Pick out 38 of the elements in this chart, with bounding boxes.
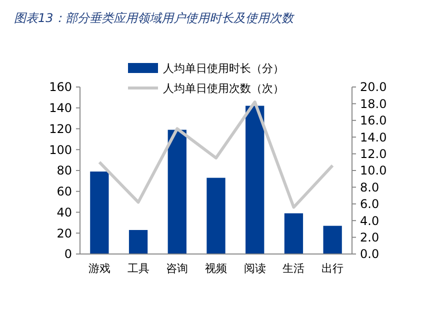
x-tick-label: 咨询 bbox=[166, 262, 188, 275]
y2-tick-label: 0.0 bbox=[360, 247, 380, 262]
y2-tick-label: 14.0 bbox=[360, 130, 387, 144]
x-tick-label: 出行 bbox=[322, 262, 344, 275]
line-series bbox=[98, 100, 334, 209]
y-tick-label: 100 bbox=[49, 142, 72, 157]
y-tick-label: 80 bbox=[56, 164, 72, 178]
y-tick-label: 120 bbox=[49, 122, 72, 136]
legend-label: 人均单日使用时长（分） bbox=[163, 62, 284, 75]
bar bbox=[284, 213, 304, 254]
x-tick-label: 生活 bbox=[282, 262, 305, 275]
legend-label: 人均单日使用次数（次） bbox=[163, 82, 284, 95]
y-tick-label: 20 bbox=[56, 226, 72, 240]
y2-tick-label: 16.0 bbox=[360, 114, 387, 128]
y-tick-label: 40 bbox=[56, 205, 72, 220]
bar bbox=[246, 106, 264, 254]
y-tick-label: 60 bbox=[56, 184, 72, 199]
bar bbox=[206, 178, 226, 254]
bar bbox=[168, 130, 186, 254]
y2-tick-label: 12.0 bbox=[360, 147, 387, 161]
bar bbox=[128, 230, 148, 254]
x-tick-label: 视频 bbox=[205, 262, 227, 275]
bar bbox=[323, 226, 342, 254]
x-tick-label: 游戏 bbox=[88, 262, 110, 275]
y2-tick-label: 20.0 bbox=[360, 80, 387, 94]
chart-title: 图表13：部分垂类应用领域用户使用时长及使用次数 bbox=[14, 11, 296, 25]
y-tick-label: 160 bbox=[49, 80, 72, 94]
y-tick-label: 0 bbox=[64, 247, 72, 262]
y2-tick-label: 18.0 bbox=[360, 96, 387, 111]
x-tick-label: 工具 bbox=[127, 262, 150, 275]
y2-tick-label: 6.0 bbox=[360, 197, 380, 212]
y2-tick-label: 4.0 bbox=[360, 214, 380, 228]
bar bbox=[90, 172, 109, 254]
y2-tick-label: 10.0 bbox=[360, 164, 387, 178]
x-tick-label: 阅读 bbox=[244, 262, 266, 275]
y2-tick-label: 2.0 bbox=[360, 230, 380, 244]
y2-tick-label: 8.0 bbox=[360, 180, 380, 194]
y-tick-label: 140 bbox=[49, 101, 72, 116]
